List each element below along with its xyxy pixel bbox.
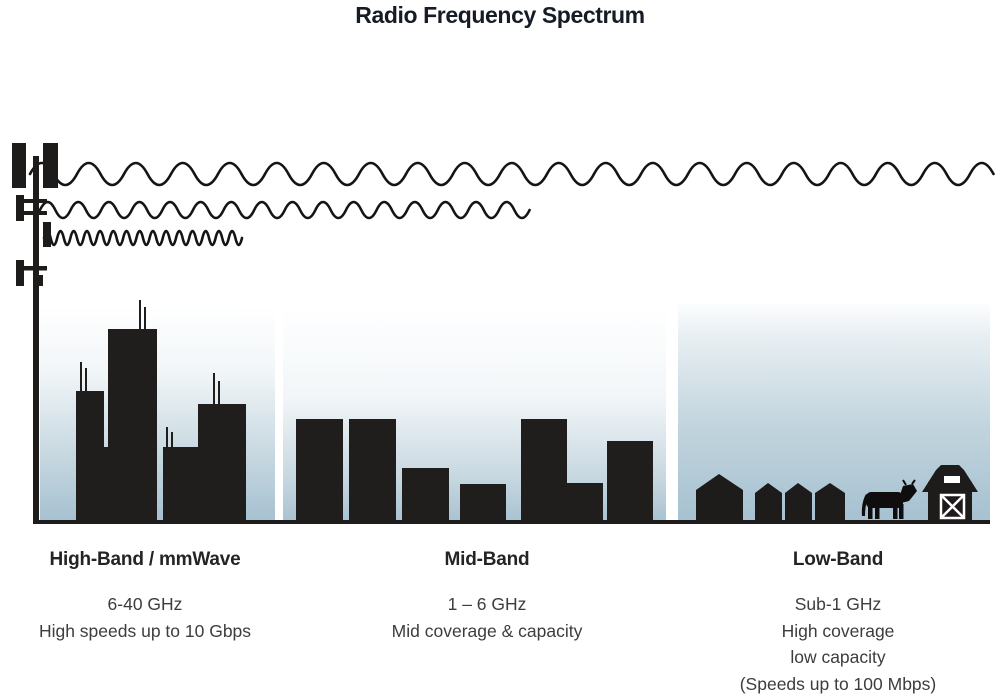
cow-icon bbox=[861, 479, 917, 519]
city-buildings-icon bbox=[76, 300, 246, 521]
high-band-label: High-Band / mmWave 6-40 GHz High speeds … bbox=[5, 549, 285, 644]
high-band-description: High speeds up to 10 Gbps bbox=[38, 620, 252, 641]
ground-line bbox=[33, 520, 990, 524]
radio-waves bbox=[28, 161, 995, 247]
mid-band-description: Mid coverage & capacity bbox=[391, 620, 583, 641]
barn-icon bbox=[922, 465, 978, 521]
low-band-description: High coverage bbox=[781, 620, 895, 641]
midrise-buildings-icon bbox=[296, 419, 653, 521]
mid-band-label: Mid-Band 1 – 6 GHz Mid coverage & capaci… bbox=[347, 549, 627, 644]
low-band-label: Low-Band Sub-1 GHz High coverage low cap… bbox=[688, 549, 988, 697]
low-band-name: Low-Band bbox=[792, 549, 884, 570]
medium-wavelength-wave-icon bbox=[38, 200, 531, 220]
mid-band-name: Mid-Band bbox=[444, 549, 530, 570]
cell-tower-icon bbox=[12, 143, 58, 521]
long-wavelength-wave-icon bbox=[28, 161, 995, 187]
page-title: Radio Frequency Spectrum bbox=[355, 2, 645, 28]
low-band-frequency: Sub-1 GHz bbox=[794, 594, 882, 614]
high-band-name: High-Band / mmWave bbox=[49, 549, 241, 570]
mid-band-frequency: 1 – 6 GHz bbox=[447, 594, 527, 614]
suburban-houses-icon bbox=[696, 474, 845, 521]
high-band-frequency: 6-40 GHz bbox=[107, 594, 183, 614]
short-wavelength-wave-icon bbox=[42, 229, 244, 247]
